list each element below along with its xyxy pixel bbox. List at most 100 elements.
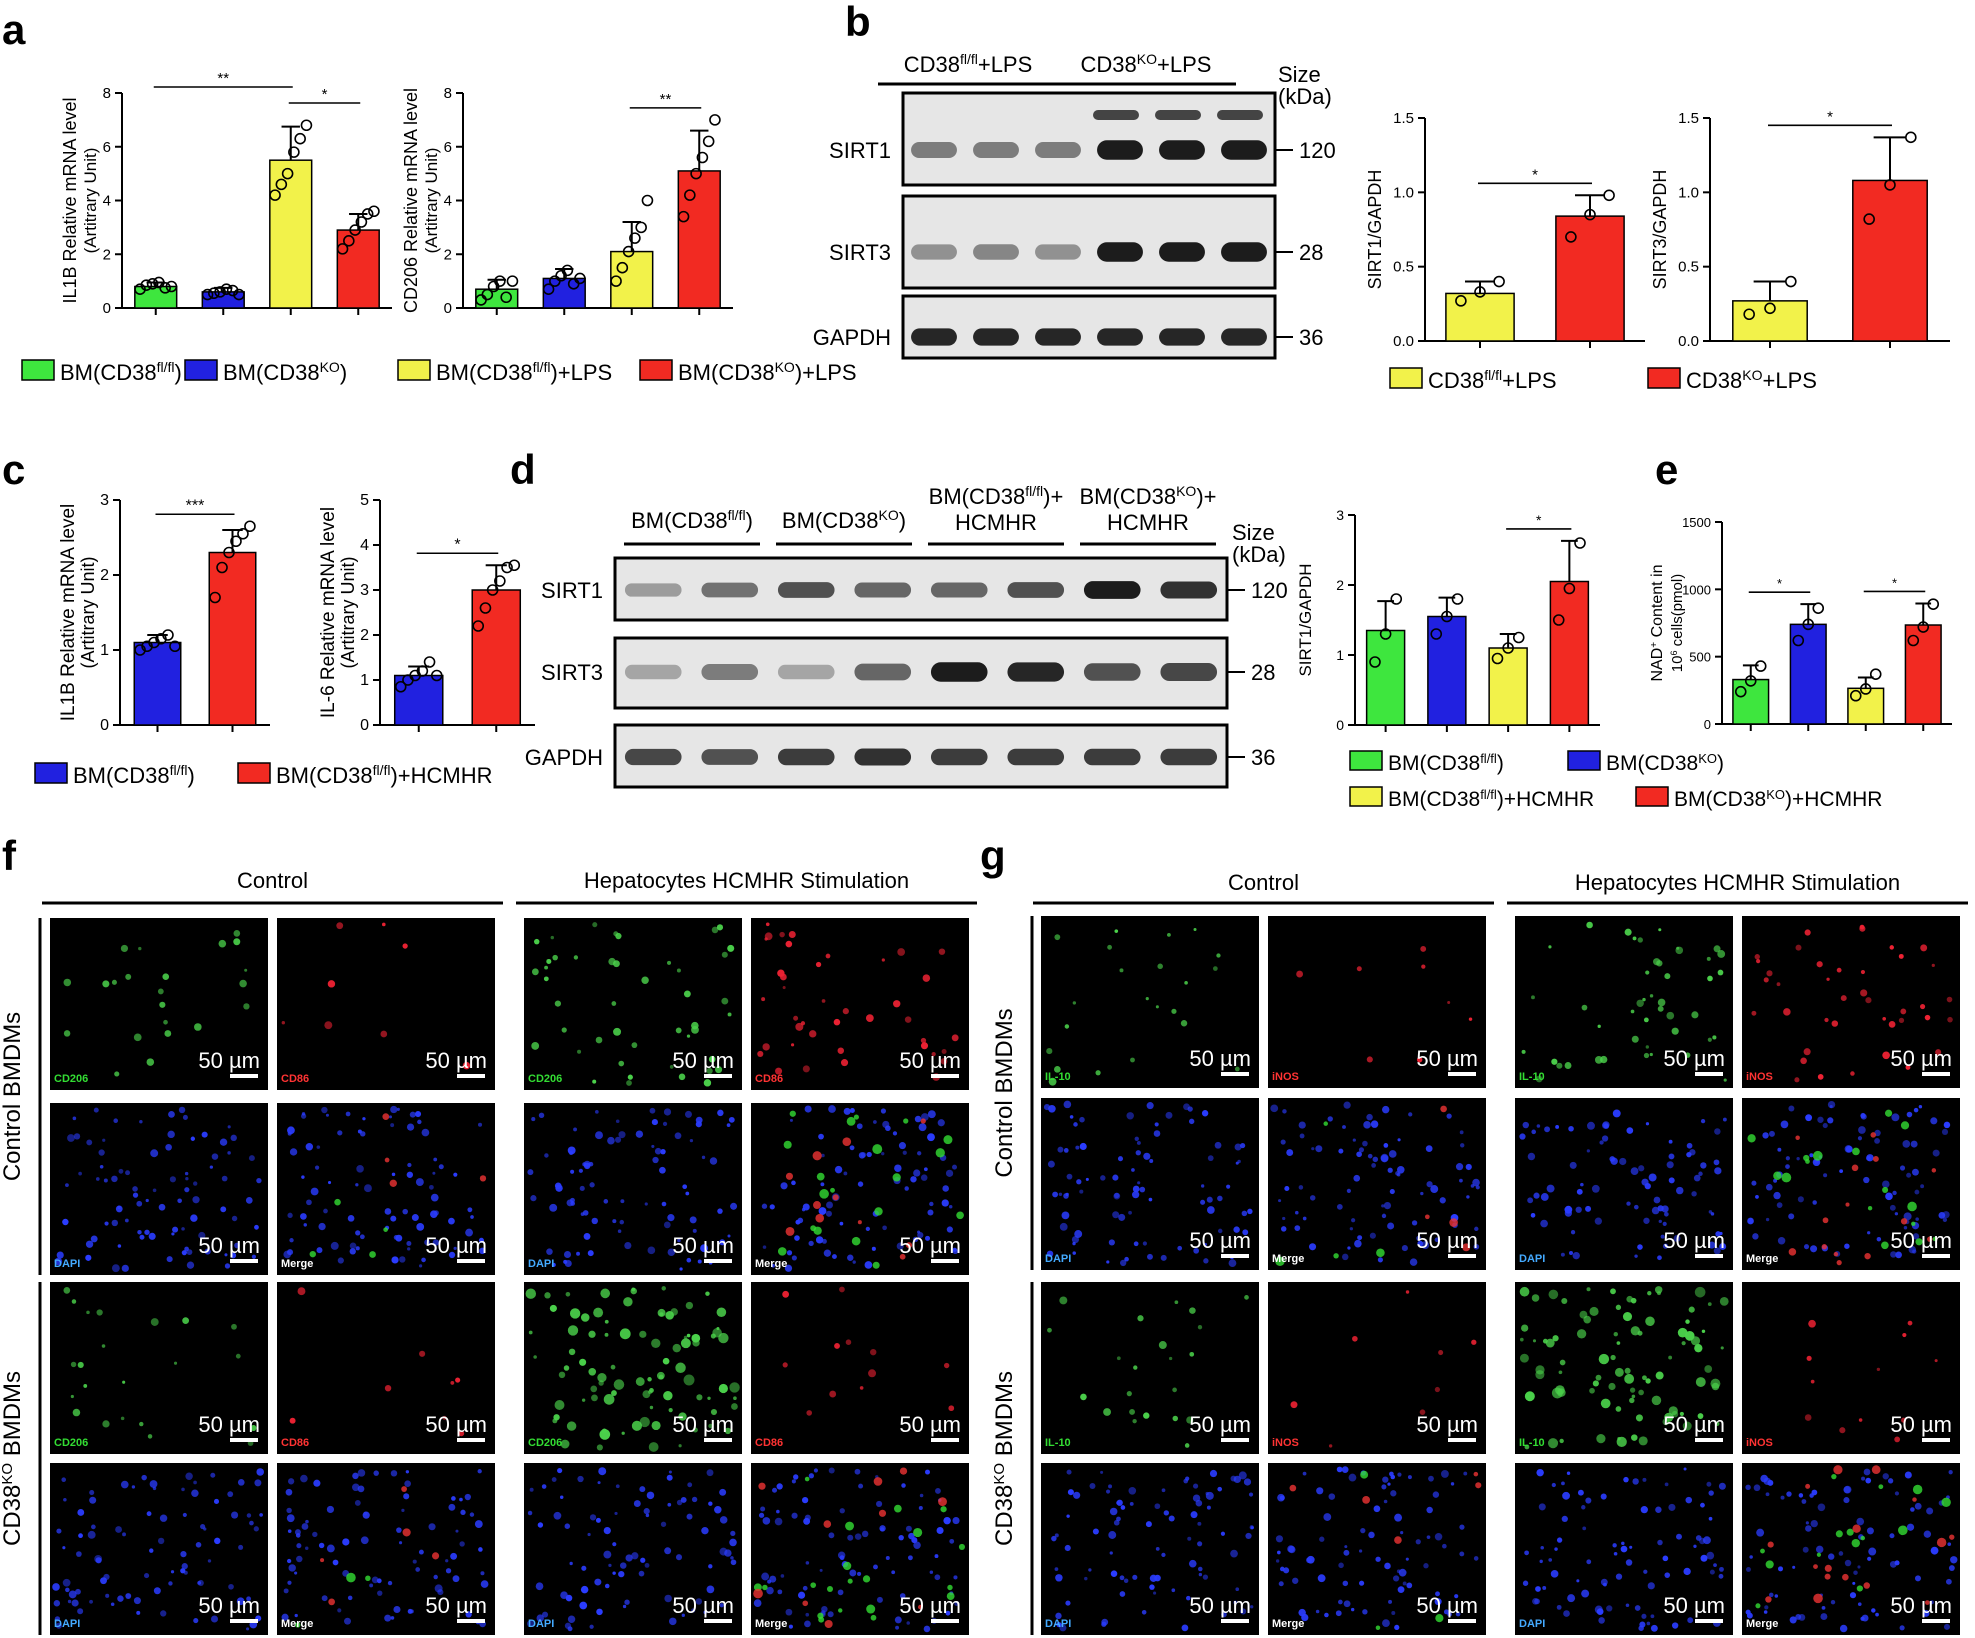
blot-group-label-sup: fl/fl [1025, 483, 1043, 499]
cell-dot [359, 1234, 365, 1240]
cell-dot [1530, 1212, 1536, 1218]
cell-dot [578, 1168, 583, 1173]
cell-dot [769, 1204, 775, 1210]
cell-dot [1708, 1241, 1716, 1249]
data-point [1764, 302, 1776, 315]
cell-dot [89, 1496, 97, 1504]
blot-band [1097, 328, 1143, 346]
cell-dot [558, 1371, 566, 1379]
blot-band [1221, 328, 1267, 346]
cell-dot [1860, 969, 1866, 975]
cell-dot [1275, 1535, 1284, 1543]
scale-bar-label: 50 µm [672, 1412, 734, 1437]
cell-dot [1131, 1191, 1140, 1199]
cell-dot [1155, 1005, 1159, 1009]
cell-dot [604, 1583, 610, 1589]
data-point [220, 283, 233, 295]
cell-dot [56, 1251, 64, 1259]
cell-dot [1066, 1469, 1072, 1475]
cell-dot [771, 1263, 775, 1268]
data-point [208, 287, 220, 300]
y-axis-title-sup: + [1649, 642, 1660, 648]
cell-dot [1822, 1123, 1828, 1129]
cell-dot [569, 1561, 573, 1566]
cell-dot [419, 1264, 423, 1268]
cell-dot [806, 1410, 813, 1416]
cell-dot [718, 1332, 729, 1344]
cell-dot [401, 1508, 405, 1512]
cell-dot [1154, 1503, 1161, 1510]
cell-dot [639, 1416, 650, 1428]
blot-band [624, 748, 682, 766]
cell-dot [1914, 1502, 1922, 1510]
cell-dot [1783, 1008, 1791, 1016]
micrograph-bg [277, 1282, 495, 1454]
cell-dot [118, 1168, 124, 1174]
cell-dot [389, 1115, 393, 1119]
cell-dot [210, 1472, 216, 1478]
cell-dot [654, 1147, 662, 1155]
cell-dot [815, 961, 822, 968]
cell-dot [678, 1412, 687, 1421]
legend-label-part: BM(CD38 [678, 360, 775, 385]
cell-dot [1800, 1057, 1807, 1065]
legend-label-part: )+HCMHR [1497, 788, 1594, 811]
cell-dot [1582, 1526, 1587, 1531]
data-point [1603, 189, 1615, 202]
cell-dot [1401, 1245, 1408, 1252]
blot-band [1083, 581, 1141, 599]
cell-dot [1641, 1178, 1649, 1186]
cell-dot [686, 1333, 691, 1338]
cell-dot [149, 1480, 158, 1488]
cell-dot [893, 1000, 901, 1008]
cell-dot [758, 1482, 766, 1490]
cell-dot [1815, 1545, 1824, 1554]
cell-dot [1700, 1118, 1706, 1124]
cell-dot [115, 1526, 122, 1533]
cell-dot [1555, 1385, 1565, 1395]
cell-dot [62, 1546, 66, 1550]
cell-dot [125, 1170, 131, 1176]
cell-dot [465, 1611, 472, 1618]
cell-dot [815, 1236, 824, 1244]
cell-dot [1634, 1254, 1638, 1258]
cell-dot [110, 1602, 115, 1607]
channel-label: CD86 [755, 1437, 783, 1449]
cell-dot [313, 1479, 321, 1487]
cell-dot [236, 1597, 245, 1606]
cell-dot [919, 1493, 924, 1498]
micrograph-bg [50, 1103, 268, 1275]
cell-dot [922, 974, 931, 982]
cell-dot [791, 1512, 798, 1519]
cell-dot [1120, 1505, 1126, 1510]
legend-label-sup: fl/fl [373, 762, 391, 778]
cell-dot [1839, 1427, 1846, 1434]
cell-dot [1521, 1049, 1526, 1054]
y-axis-label: SIRT3/GAPDH [1650, 170, 1670, 290]
cell-dot [1719, 1566, 1724, 1572]
legend-c-item: BM(CD38fl/fl) [34, 762, 195, 788]
cell-dot [1892, 1190, 1897, 1196]
cell-dot [1559, 1359, 1566, 1366]
cell-dot [1715, 1231, 1721, 1237]
cell-dot [246, 1513, 252, 1518]
cell-dot [1905, 1065, 1911, 1070]
cell-dot [595, 1110, 599, 1114]
cell-dot [1396, 1172, 1401, 1177]
cell-dot [1056, 1621, 1062, 1628]
legend-label-part: BM(CD38 [73, 763, 170, 788]
cell-dot [730, 1202, 738, 1210]
cell-dot [1411, 1220, 1418, 1226]
cell-dot [1079, 1142, 1087, 1151]
cell-dot [1760, 1548, 1765, 1554]
cell-dot [1397, 1138, 1401, 1142]
cell-dot [233, 938, 241, 946]
significance-label: ** [217, 70, 229, 87]
cell-dot [1749, 1555, 1753, 1559]
cell-dot [1636, 999, 1644, 1008]
scale-bar [457, 1074, 485, 1078]
channel-label: CD206 [528, 1073, 562, 1085]
data-point [423, 656, 436, 668]
cell-dot [352, 1483, 360, 1492]
